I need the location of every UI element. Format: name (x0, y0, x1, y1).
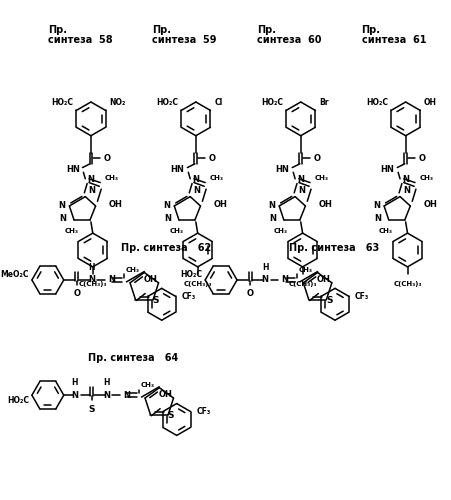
Text: CH₃: CH₃ (419, 175, 433, 181)
Text: HO₂C: HO₂C (7, 396, 29, 406)
Text: HO₂C: HO₂C (156, 98, 178, 106)
Text: O: O (104, 154, 111, 162)
Text: OH: OH (316, 274, 330, 283)
Text: S: S (88, 404, 95, 413)
Text: CF₃: CF₃ (181, 292, 195, 302)
Text: C(CH₃)₃: C(CH₃)₃ (392, 281, 421, 287)
Text: Пр.: Пр. (361, 25, 380, 35)
Text: Пр. синтеза   64: Пр. синтеза 64 (88, 353, 178, 363)
Text: N: N (71, 390, 78, 400)
Text: N: N (88, 276, 95, 284)
Text: O: O (313, 154, 320, 162)
Text: N: N (192, 175, 198, 184)
Text: CH₃: CH₃ (105, 175, 119, 181)
Text: CH₃: CH₃ (298, 266, 312, 272)
Text: Пр. синтеза   62: Пр. синтеза 62 (120, 242, 211, 252)
Text: N: N (87, 175, 94, 184)
Text: H: H (88, 264, 95, 272)
Text: CH₃: CH₃ (209, 175, 223, 181)
Text: HN: HN (66, 165, 79, 174)
Text: N: N (269, 214, 276, 222)
Text: O: O (418, 154, 425, 162)
Text: HO₂C: HO₂C (51, 98, 74, 106)
Text: N: N (88, 186, 95, 194)
Text: OH: OH (318, 200, 331, 208)
Text: CH₃: CH₃ (378, 228, 392, 234)
Text: OH: OH (423, 200, 437, 208)
Text: HO₂C: HO₂C (180, 270, 202, 279)
Text: N: N (373, 214, 381, 222)
Text: Пр. синтеза   63: Пр. синтеза 63 (289, 242, 379, 252)
Text: H: H (103, 378, 110, 387)
Text: N: N (193, 186, 200, 194)
Text: синтеза  60: синтеза 60 (256, 34, 321, 44)
Text: CH₃: CH₃ (125, 266, 139, 272)
Text: C(CH₃)₃: C(CH₃)₃ (78, 281, 107, 287)
Text: HO₂C: HO₂C (365, 98, 387, 106)
Text: O: O (208, 154, 216, 162)
Text: S: S (167, 411, 174, 420)
Text: N: N (373, 202, 379, 210)
Text: HN: HN (275, 165, 289, 174)
Text: H: H (72, 378, 78, 387)
Text: H: H (261, 264, 268, 272)
Text: N: N (261, 276, 268, 284)
Text: синтеза  58: синтеза 58 (48, 34, 112, 44)
Text: S: S (152, 296, 159, 305)
Text: Cl: Cl (214, 98, 222, 106)
Text: Пр.: Пр. (48, 25, 67, 35)
Text: OH: OH (213, 200, 227, 208)
Text: N: N (268, 202, 275, 210)
Text: CF₃: CF₃ (354, 292, 368, 302)
Text: CH₃: CH₃ (314, 175, 328, 181)
Text: OH: OH (158, 390, 172, 399)
Text: Пр.: Пр. (152, 25, 170, 35)
Text: OH: OH (423, 98, 436, 106)
Text: O: O (246, 290, 253, 298)
Text: Br: Br (318, 98, 328, 106)
Text: N: N (164, 214, 171, 222)
Text: CF₃: CF₃ (196, 408, 210, 416)
Text: MeO₂C: MeO₂C (0, 270, 29, 279)
Text: N: N (103, 390, 110, 400)
Text: N: N (107, 276, 115, 284)
Text: N: N (297, 186, 304, 194)
Text: O: O (73, 290, 80, 298)
Text: HN: HN (170, 165, 184, 174)
Text: N: N (59, 202, 65, 210)
Text: OH: OH (109, 200, 122, 208)
Text: N: N (123, 390, 129, 400)
Text: N: N (296, 175, 304, 184)
Text: N: N (401, 175, 408, 184)
Text: N: N (281, 276, 287, 284)
Text: N: N (163, 202, 170, 210)
Text: C(CH₃)₃: C(CH₃)₃ (288, 281, 316, 287)
Text: C(CH₃)₃: C(CH₃)₃ (183, 281, 212, 287)
Text: CH₃: CH₃ (273, 228, 287, 234)
Text: N: N (60, 214, 66, 222)
Text: синтеза  61: синтеза 61 (361, 34, 425, 44)
Text: синтеза  59: синтеза 59 (152, 34, 216, 44)
Text: Пр.: Пр. (256, 25, 275, 35)
Text: HO₂C: HO₂C (261, 98, 283, 106)
Text: CH₃: CH₃ (169, 228, 183, 234)
Text: OH: OH (143, 274, 156, 283)
Text: HN: HN (380, 165, 394, 174)
Text: S: S (325, 296, 331, 305)
Text: N: N (402, 186, 409, 194)
Text: CH₃: CH₃ (64, 228, 78, 234)
Text: CH₃: CH₃ (140, 382, 154, 388)
Text: NO₂: NO₂ (109, 98, 125, 106)
